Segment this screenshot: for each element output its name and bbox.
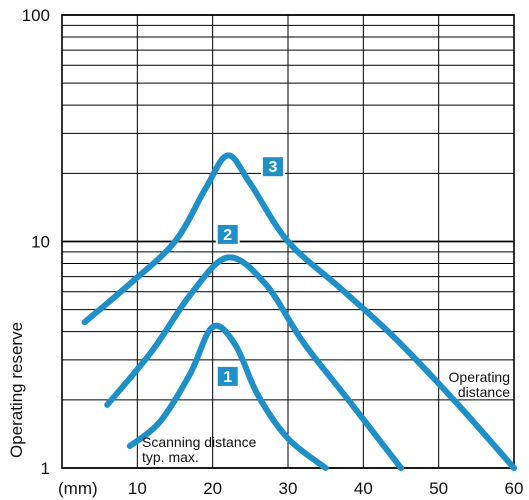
badge-number: 1 — [223, 369, 232, 386]
x-tick-label: 20 — [203, 479, 222, 498]
badge-box — [217, 366, 238, 386]
y-tick-label: 10 — [31, 233, 50, 252]
x-tick-label: 50 — [429, 479, 448, 498]
scanning-distance-label-line1: Scanning distance — [142, 434, 257, 450]
plot-frame — [61, 14, 515, 469]
curve-3 — [81, 152, 517, 471]
operating-distance-label-line2: distance — [458, 384, 510, 400]
curve-badge-2: 2 — [215, 222, 240, 245]
badge-box — [217, 224, 238, 244]
curve-badge-3: 3 — [260, 155, 285, 178]
x-tick-label: 40 — [354, 479, 373, 498]
y-tick-labels: 1 10 100 — [22, 6, 50, 478]
badge-number: 3 — [268, 159, 277, 176]
curve-2 — [104, 254, 404, 471]
curve-badge-1: 1 — [215, 364, 240, 387]
scanning-distance-label-line2: typ. max. — [142, 449, 199, 465]
curve-badges: 1 2 3 — [215, 155, 285, 387]
badge-number: 2 — [223, 227, 232, 244]
y-tick-label: 100 — [22, 6, 50, 25]
y-axis-label: Operating reserve — [7, 322, 26, 458]
x-unit-label: (mm) — [58, 479, 98, 498]
x-tick-label: 10 — [128, 479, 147, 498]
curves — [81, 152, 517, 471]
badge-box — [262, 157, 283, 177]
operating-distance-label-line1: Operating — [449, 369, 510, 385]
x-tick-label: 30 — [279, 479, 298, 498]
curve-1 — [126, 322, 329, 471]
x-tick-labels: 10 20 30 40 50 60 — [128, 479, 524, 498]
y-tick-label: 1 — [41, 459, 50, 478]
x-tick-label: 60 — [505, 479, 524, 498]
